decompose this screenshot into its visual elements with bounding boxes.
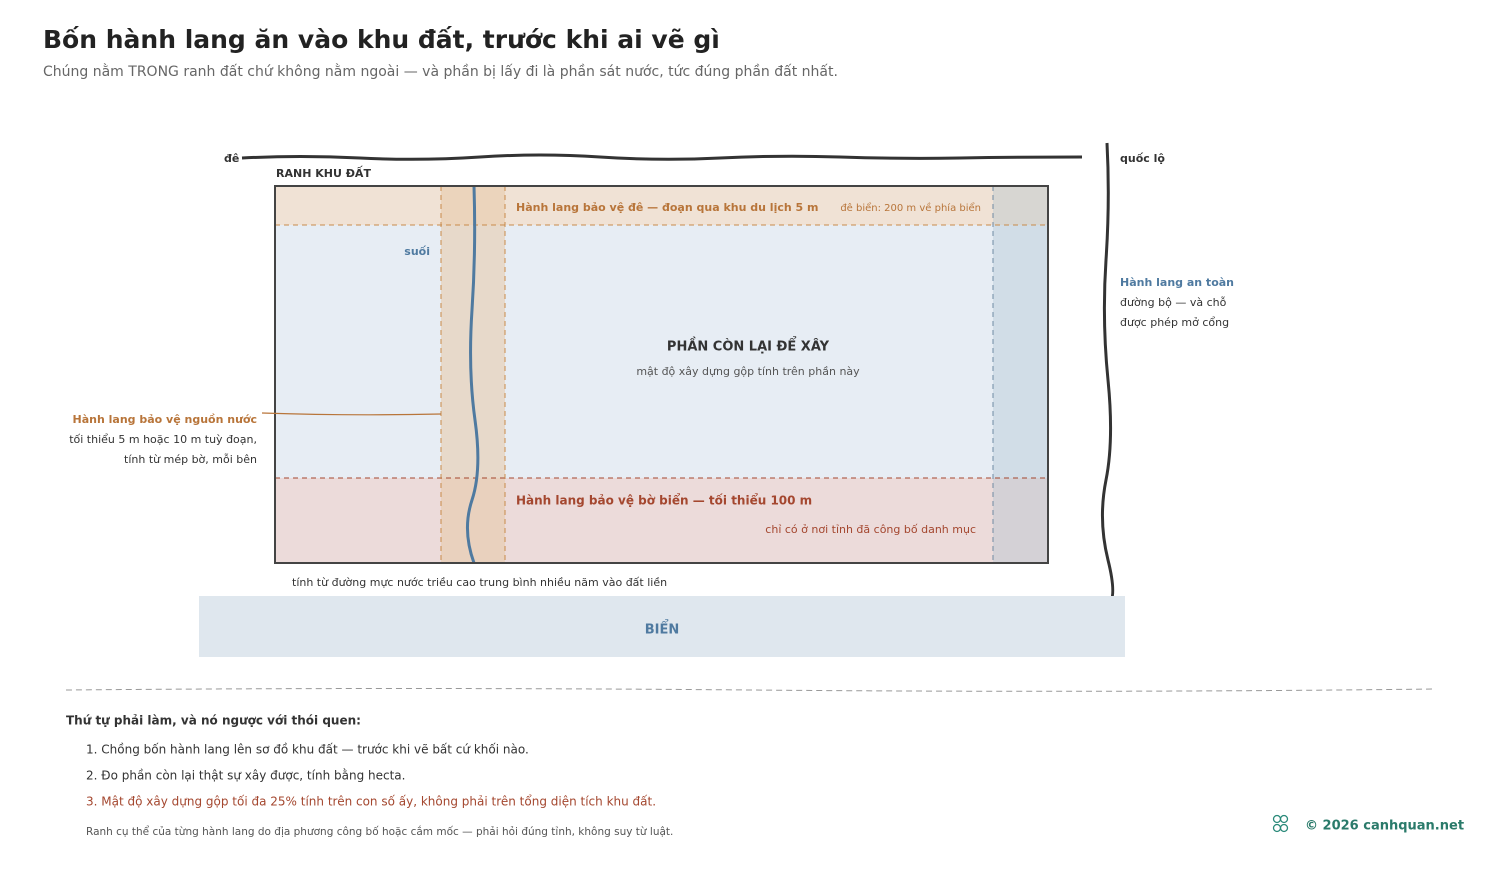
coast-corridor-label: Hành lang bảo vệ bờ biển — tối thiểu 100… [516,493,812,508]
dike-label: đê [224,152,239,165]
credit: © 2026 canhquan.net [1305,819,1464,834]
steps-heading: Thứ tự phải làm, và nó ngược với thói qu… [66,714,361,728]
step-item: 1. Chồng bốn hành lang lên sơ đồ khu đất… [86,743,529,757]
stream [465,185,480,564]
title: Bốn hành lang ăn vào khu đất, trước khi … [43,25,720,54]
leader-line [261,412,442,416]
water-corridor-label: Hành lang bảo vệ nguồn nước [73,413,258,426]
water-corridor-line: tối thiểu 5 m hoặc 10 m tuỳ đoạn, [69,433,257,446]
water-corridor-line: tính từ mép bờ, mỗi bên [124,453,257,466]
coast-corridor-note: chỉ có ở nơi tỉnh đã công bố danh mục [765,523,976,536]
divider [65,688,1435,692]
dike-line [241,153,1083,161]
coast-measure: tính từ đường mực nước triều cao trung b… [292,576,667,589]
water-corridor [441,186,505,563]
dike-corridor [275,186,1048,225]
sea-label: BIỂN [645,620,680,638]
road-corridor [993,186,1048,563]
dike-corridor-note: đê biển: 200 m về phía biển [840,201,981,214]
coast-corridor [275,478,1048,563]
buildable-label: PHẦN CÒN LẠI ĐỂ XÂY [667,337,830,355]
subtitle: Chúng nằm TRONG ranh đất chứ không nằm n… [43,63,838,80]
dike-corridor-label: Hành lang bảo vệ đê — đoạn qua khu du lị… [516,201,818,214]
steps-note: Ranh cụ thể của từng hành lang do địa ph… [86,825,673,838]
site-boundary [274,185,1049,564]
buildable-note: mật độ xây dựng gộp tính trên phần này [636,365,860,378]
step-item: 3. Mật độ xây dựng gộp tối đa 25% tính t… [86,795,656,809]
road-label: quốc lộ [1120,152,1165,165]
step-item: 2. Đo phần còn lại thật sự xây được, tín… [86,769,405,783]
stream-label: suối [404,245,430,258]
logo [1272,814,1289,833]
road-line [1100,142,1115,608]
road-corridor-line: được phép mở cổng [1120,316,1229,329]
road-corridor-label: Hành lang an toàn [1120,276,1234,289]
road-corridor-line: đường bộ — và chỗ [1120,296,1227,309]
site-label: RANH KHU ĐẤT [276,165,371,180]
sea [199,596,1125,657]
